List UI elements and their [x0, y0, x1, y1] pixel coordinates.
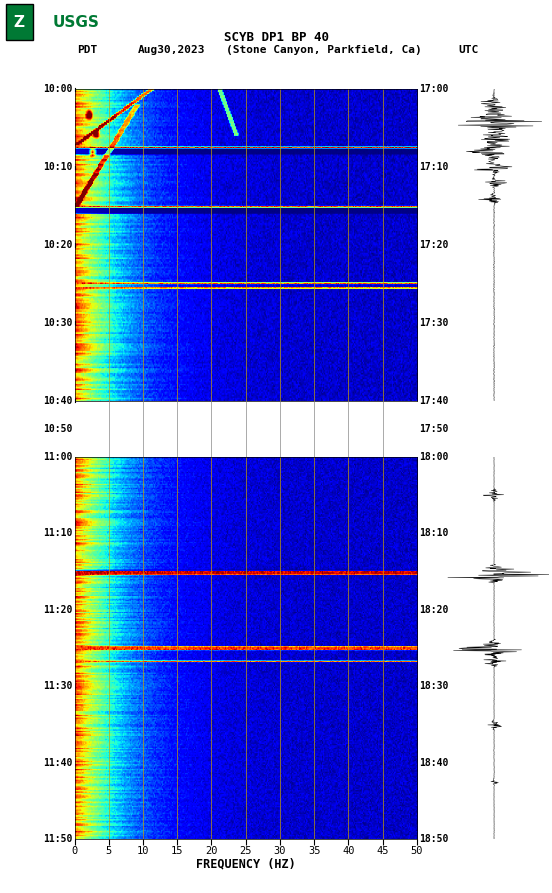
Text: 11:50: 11:50	[43, 834, 72, 845]
Text: 18:20: 18:20	[419, 605, 448, 615]
Text: 18:10: 18:10	[419, 529, 448, 538]
Text: USGS: USGS	[52, 15, 99, 29]
Text: (Stone Canyon, Parkfield, Ca): (Stone Canyon, Parkfield, Ca)	[226, 45, 422, 54]
Text: 10:30: 10:30	[43, 318, 72, 328]
Text: 10:50: 10:50	[43, 424, 72, 434]
Text: 11:20: 11:20	[43, 605, 72, 615]
Text: Aug30,2023: Aug30,2023	[138, 45, 205, 54]
FancyBboxPatch shape	[6, 4, 33, 40]
Text: 17:00: 17:00	[419, 84, 448, 95]
Text: 11:30: 11:30	[43, 681, 72, 691]
Text: 17:50: 17:50	[419, 424, 448, 434]
Text: UTC: UTC	[458, 45, 479, 54]
Text: 10:40: 10:40	[43, 396, 72, 405]
Text: PDT: PDT	[77, 45, 98, 54]
Text: 17:40: 17:40	[419, 396, 448, 405]
Text: 10:00: 10:00	[43, 84, 72, 95]
Text: 17:30: 17:30	[419, 318, 448, 328]
Text: 17:20: 17:20	[419, 240, 448, 250]
Text: 11:10: 11:10	[43, 529, 72, 538]
Text: 18:50: 18:50	[419, 834, 448, 845]
Text: 11:40: 11:40	[43, 758, 72, 768]
Text: Z: Z	[14, 15, 25, 29]
Text: FREQUENCY (HZ): FREQUENCY (HZ)	[196, 857, 295, 871]
Text: 18:30: 18:30	[419, 681, 448, 691]
Text: 17:10: 17:10	[419, 163, 448, 172]
Text: 10:20: 10:20	[43, 240, 72, 250]
Text: 18:40: 18:40	[419, 758, 448, 768]
Text: 18:00: 18:00	[419, 452, 448, 462]
Text: 11:00: 11:00	[43, 452, 72, 462]
Text: 10:10: 10:10	[43, 163, 72, 172]
Text: SCYB DP1 BP 40: SCYB DP1 BP 40	[224, 31, 328, 45]
